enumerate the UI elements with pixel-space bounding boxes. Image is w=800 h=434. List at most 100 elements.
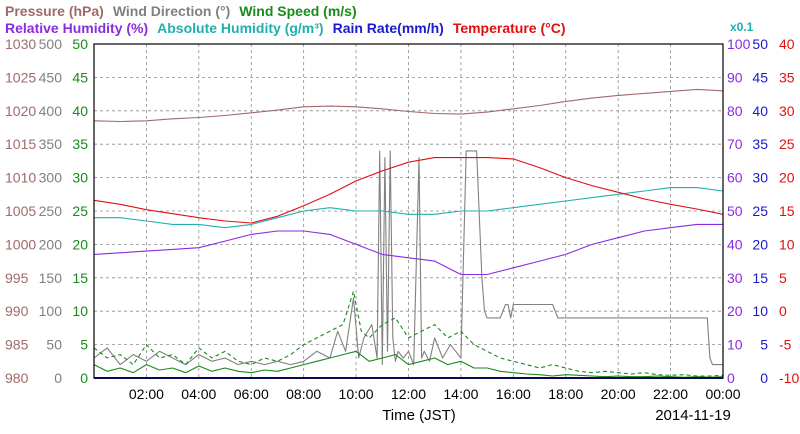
- y-tick-temperature-6: 20: [779, 170, 795, 186]
- y-tick-wind-direction-9: 450: [39, 69, 63, 85]
- y-tick-wind-direction-3: 150: [39, 270, 63, 286]
- y-tick-rain-rate-7: 35: [752, 136, 768, 152]
- y-tick-humidity-9: 90: [727, 69, 743, 85]
- legend-temperature: Temperature (°C): [453, 20, 566, 36]
- legend-wind-direction: Wind Direction (°): [113, 3, 230, 19]
- y-tick-pressure-8: 1020: [5, 103, 36, 119]
- y-tick-wind-direction-0: 0: [54, 370, 62, 386]
- y-tick-humidity-2: 20: [727, 303, 743, 319]
- plot-frame: [93, 43, 724, 379]
- y-tick-humidity-7: 70: [727, 136, 743, 152]
- y-tick-rain-rate-10: 50: [752, 36, 768, 52]
- y-tick-pressure-0: 980: [5, 370, 29, 386]
- y-tick-wind-direction-5: 250: [39, 203, 63, 219]
- y-tick-wind-direction-8: 400: [39, 103, 63, 119]
- y-tick-wind-direction-10: 500: [39, 36, 63, 52]
- y-tick-temperature-3: 5: [779, 270, 787, 286]
- series-wind-speed-m-s-gust: [93, 290, 724, 377]
- y-tick-humidity-5: 50: [727, 203, 743, 219]
- legend-pressure: Pressure (hPa): [5, 3, 104, 19]
- y-tick-temperature-4: 10: [779, 236, 795, 252]
- x-tick-10: 22:00: [653, 386, 688, 402]
- legend-wind-speed: Wind Speed (m/s): [239, 3, 356, 19]
- y-tick-wind-speed-8: 40: [72, 103, 88, 119]
- y-tick-temperature-9: 35: [779, 69, 795, 85]
- y-tick-temperature-8: 30: [779, 103, 795, 119]
- y-tick-rain-rate-9: 45: [752, 69, 768, 85]
- legend-relative-humidity: Relative Humidity (%): [5, 20, 148, 36]
- x-tick-5: 12:00: [391, 386, 426, 402]
- y-tick-rain-rate-2: 10: [752, 303, 768, 319]
- y-tick-humidity-4: 40: [727, 236, 743, 252]
- y-tick-temperature-7: 25: [779, 136, 795, 152]
- legend-absolute-humidity: Absolute Humidity (g/m³): [157, 20, 323, 36]
- series-temperature-c: [93, 157, 724, 224]
- legend-rain-rate: Rain Rate(mm/h): [333, 20, 444, 36]
- x-tick-6: 14:00: [443, 386, 478, 402]
- x-tick-3: 08:00: [286, 386, 321, 402]
- y-tick-wind-direction-4: 200: [39, 236, 63, 252]
- y-tick-humidity-1: 10: [727, 337, 743, 353]
- y-tick-rain-rate-6: 30: [752, 170, 768, 186]
- series-wind-direction: [93, 150, 723, 366]
- y-tick-pressure-2: 990: [5, 303, 29, 319]
- y-tick-wind-speed-3: 15: [72, 270, 88, 286]
- x-tick-9: 20:00: [601, 386, 636, 402]
- y-tick-temperature-5: 15: [779, 203, 795, 219]
- y-tick-pressure-1: 985: [5, 337, 29, 353]
- y-tick-wind-speed-5: 25: [72, 203, 88, 219]
- y-tick-wind-speed-4: 20: [72, 236, 88, 252]
- y-tick-rain-rate-0: 0: [760, 370, 768, 386]
- y-tick-temperature-2: 0: [779, 303, 787, 319]
- y-tick-wind-direction-2: 100: [39, 303, 63, 319]
- legend-scale-note: x0.1: [730, 20, 754, 34]
- y-tick-pressure-7: 1015: [5, 136, 36, 152]
- y-tick-humidity-10: 100: [727, 36, 751, 52]
- y-tick-pressure-4: 1000: [5, 236, 36, 252]
- y-tick-wind-speed-6: 30: [72, 170, 88, 186]
- y-tick-wind-speed-2: 10: [72, 303, 88, 319]
- x-tick-1: 04:00: [181, 386, 216, 402]
- y-tick-humidity-0: 0: [727, 370, 735, 386]
- y-tick-rain-rate-3: 15: [752, 270, 768, 286]
- series-absolute-humidity-g-m: [94, 187, 724, 229]
- x-axis-label: Time (JST): [382, 407, 456, 424]
- y-tick-wind-speed-9: 45: [72, 69, 88, 85]
- x-tick-11: 00:00: [705, 386, 740, 402]
- y-tick-rain-rate-5: 25: [752, 203, 768, 219]
- x-tick-labels: 02:00 04:00 06:00 08:00 10:00 12:00 14:00 16:00…: [129, 386, 741, 402]
- grid-lines: [94, 44, 723, 378]
- x-tick-2: 06:00: [234, 386, 269, 402]
- y-tick-wind-speed-10: 50: [72, 36, 88, 52]
- y-tick-temperature-0: -10: [779, 370, 799, 386]
- series-wind-speed-m-s: [93, 350, 724, 378]
- y-tick-humidity-8: 80: [727, 103, 743, 119]
- y-tick-temperature-10: 40: [779, 36, 795, 52]
- y-tick-wind-direction-7: 350: [39, 136, 63, 152]
- x-tick-8: 18:00: [548, 386, 583, 402]
- y-tick-humidity-6: 60: [727, 170, 743, 186]
- y-tick-humidity-3: 30: [727, 270, 743, 286]
- y-tick-rain-rate-8: 40: [752, 103, 768, 119]
- y-tick-wind-direction-1: 50: [46, 337, 62, 353]
- y-tick-pressure-9: 1025: [5, 69, 36, 85]
- y-tick-temperature-1: -5: [779, 337, 792, 353]
- y-tick-pressure-5: 1005: [5, 203, 36, 219]
- x-tick-7: 16:00: [496, 386, 531, 402]
- y-tick-labels: 9809859909951000100510101015102010251030…: [5, 36, 799, 386]
- y-tick-pressure-6: 1010: [5, 170, 36, 186]
- date-label: 2014-11-19: [655, 407, 731, 424]
- x-tick-4: 10:00: [339, 386, 374, 402]
- y-tick-pressure-10: 1030: [5, 36, 36, 52]
- y-tick-wind-speed-0: 0: [80, 370, 88, 386]
- y-tick-rain-rate-1: 5: [760, 337, 768, 353]
- series-relative-humidity: [93, 223, 723, 276]
- y-tick-wind-direction-6: 300: [39, 170, 63, 186]
- y-tick-rain-rate-4: 20: [752, 236, 768, 252]
- y-tick-wind-speed-1: 5: [80, 337, 88, 353]
- y-tick-wind-speed-7: 35: [72, 136, 88, 152]
- x-tick-0: 02:00: [129, 386, 164, 402]
- series-pressure-hpa: [93, 88, 724, 123]
